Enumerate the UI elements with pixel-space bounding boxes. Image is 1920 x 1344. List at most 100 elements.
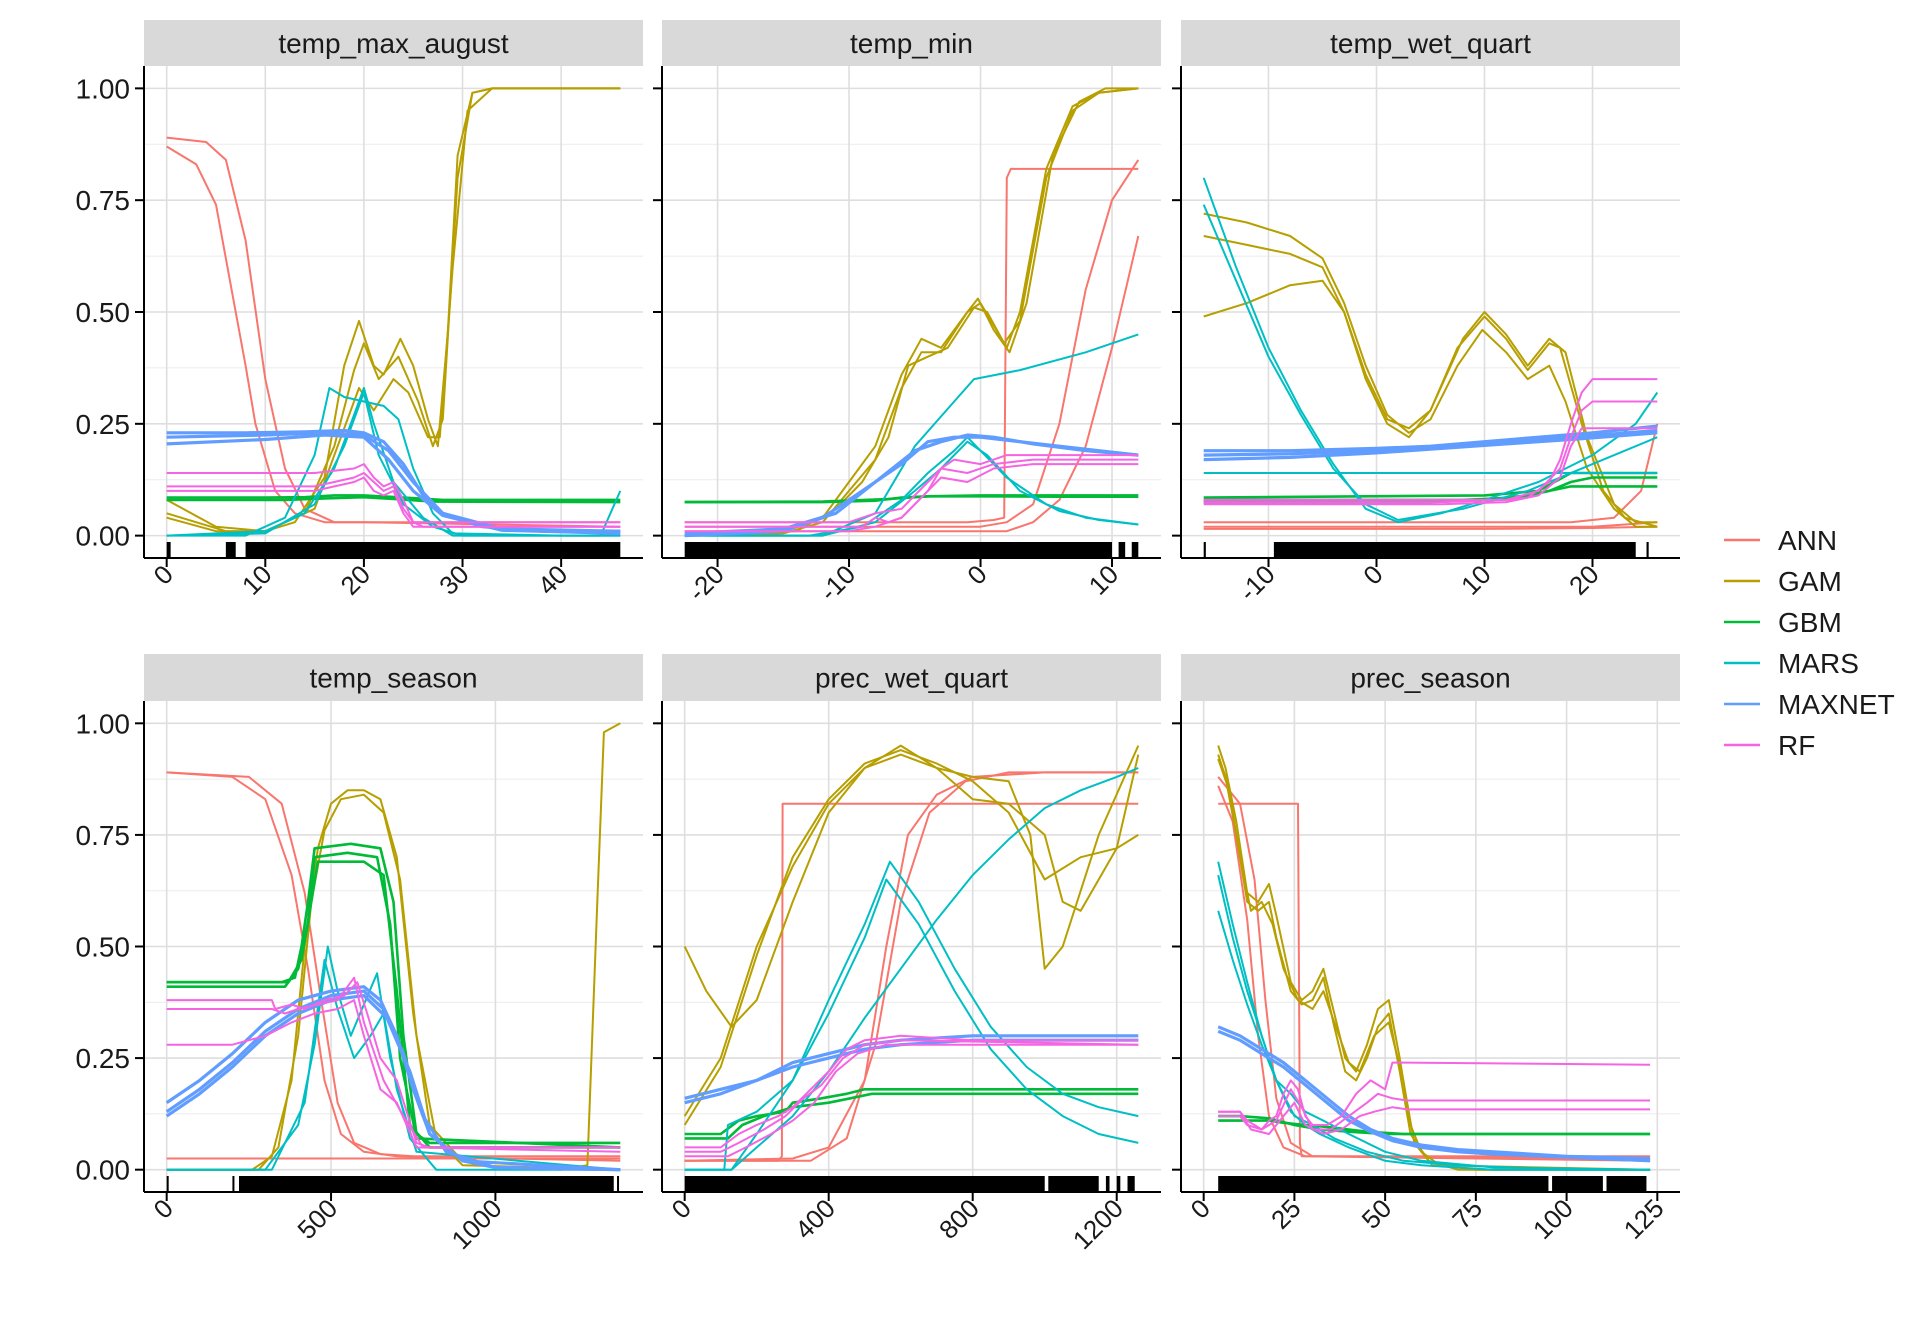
rug-marks <box>1646 542 1649 558</box>
x-tick-label: 500 <box>291 1193 343 1245</box>
series-line-RF <box>1218 1101 1651 1135</box>
facet-title: prec_wet_quart <box>815 663 1008 694</box>
series-line-RF <box>684 1034 1139 1149</box>
series-line-RF <box>684 1039 1139 1153</box>
series-line-MARS <box>166 391 621 537</box>
x-tick-label: 25 <box>1265 1193 1307 1235</box>
series-line-ANN <box>684 159 1140 528</box>
facet-title: temp_min <box>850 28 973 59</box>
rug-marks <box>684 542 1113 558</box>
x-tick-label: 40 <box>532 559 574 601</box>
series-line-GBM <box>1203 476 1658 504</box>
panel-prec_wet_quart: prec_wet_quart 0 400 800 1200 <box>653 654 1161 1255</box>
series-line-ANN <box>166 771 621 1158</box>
rug-marks <box>1273 542 1636 558</box>
x-tick-label: 0 <box>665 1193 696 1224</box>
series-line-MARS <box>684 767 1139 1171</box>
series-line-MARS <box>1217 874 1651 1171</box>
series-line-MARS <box>684 333 1139 537</box>
x-tick-label: 800 <box>933 1193 985 1245</box>
rug-marks <box>1552 1176 1603 1192</box>
series-line-RF <box>166 476 621 528</box>
series-line-MARS <box>1217 910 1651 1171</box>
rug-marks <box>1105 1176 1110 1192</box>
rug-marks <box>1048 1176 1099 1192</box>
x-tick-label: 100 <box>1527 1193 1579 1245</box>
facet-title: prec_season <box>1350 663 1510 694</box>
panel-temp_season: temp_season 0 500 1000 0.00 0.25 0.50 0.75 1.00 <box>76 654 643 1255</box>
x-tick-label: -10 <box>1233 559 1281 607</box>
series-line-ANN <box>166 145 621 524</box>
series-line-RF <box>1203 400 1658 504</box>
x-tick-label: 0 <box>1357 559 1388 590</box>
series-line-GBM <box>684 494 1139 504</box>
series-line-GBM <box>166 860 621 1149</box>
x-tick-label: 30 <box>433 559 475 601</box>
x-tick-label: 10 <box>1455 559 1497 601</box>
y-tick-label: 0.50 <box>76 297 131 328</box>
y-tick-label: 1.00 <box>76 73 131 104</box>
series-line-GAM <box>1203 235 1658 528</box>
panel-temp_wet_quart: temp_wet_quart -10 0 10 20 <box>1172 20 1680 607</box>
facet-strip <box>144 20 643 66</box>
series-line-GAM <box>166 87 621 533</box>
series-line-RF <box>166 472 621 524</box>
series-line-ANN <box>1217 776 1651 1160</box>
rug-marks <box>1118 542 1126 558</box>
series-line-RF <box>1203 378 1658 501</box>
series-line-ANN <box>1217 785 1651 1162</box>
series-line-GAM <box>1217 758 1651 1171</box>
x-tick-label: 10 <box>236 559 278 601</box>
x-tick-label: 125 <box>1618 1193 1670 1245</box>
series-line-RF <box>684 458 1139 524</box>
rug-marks <box>1116 1176 1121 1192</box>
series-line-MAXNET <box>1217 1029 1651 1163</box>
series-line-MAXNET <box>165 989 621 1172</box>
rug-marks <box>1218 1176 1549 1192</box>
series-line-GAM <box>683 744 1140 1117</box>
facet-title: temp_wet_quart <box>1330 28 1531 59</box>
series-line-MARS <box>166 958 621 1171</box>
legend-label: MAXNET <box>1778 689 1895 720</box>
facet-strip <box>1181 654 1680 701</box>
x-tick-label: 0 <box>147 559 178 590</box>
rug-marks <box>1203 542 1206 558</box>
series-line-GAM <box>684 87 1139 537</box>
y-tick-label: 0.00 <box>76 521 131 552</box>
rug-marks <box>245 542 621 558</box>
rug-marks <box>232 1176 235 1192</box>
series-line-RF <box>1203 427 1658 506</box>
rug-marks <box>225 542 236 558</box>
facet-strip <box>144 654 643 701</box>
panel-temp_min: temp_min -20 -10 0 10 <box>653 20 1161 607</box>
y-tick-label: 0.25 <box>76 1043 131 1074</box>
rug-marks <box>166 1176 169 1192</box>
y-tick-label: 0.75 <box>76 185 131 216</box>
series-line-GBM <box>684 1088 1139 1136</box>
rug-marks <box>239 1176 614 1192</box>
y-tick-label: 0.25 <box>76 409 131 440</box>
legend: ANN GAM GBM MARS MAXNET RF <box>1724 525 1895 761</box>
legend-label: RF <box>1778 730 1815 761</box>
legend-label: GBM <box>1778 607 1842 638</box>
facet-title: temp_max_august <box>278 28 509 59</box>
x-tick-label: 0 <box>961 559 992 590</box>
series-line-MAXNET <box>166 431 621 533</box>
x-tick-label: -20 <box>682 559 730 607</box>
legend-label: MARS <box>1778 648 1859 679</box>
y-tick-label: 0.00 <box>76 1155 131 1186</box>
legend-label: ANN <box>1778 525 1837 556</box>
series-line-ANN <box>684 167 1139 524</box>
series-line-MARS <box>1202 177 1659 524</box>
series-line-RF <box>166 463 621 528</box>
series-line-GAM <box>166 793 621 1171</box>
series-line-MAXNET <box>684 433 1139 535</box>
series-line-GAM <box>1203 212 1658 528</box>
x-tick-label: 1000 <box>446 1193 508 1255</box>
series-line-MARS <box>684 860 1139 1171</box>
x-tick-label: 400 <box>789 1193 841 1245</box>
x-tick-label: -10 <box>814 559 862 607</box>
series-line-ANN <box>1218 802 1651 1158</box>
rug-marks <box>617 1176 620 1192</box>
facet-strip <box>662 654 1161 701</box>
